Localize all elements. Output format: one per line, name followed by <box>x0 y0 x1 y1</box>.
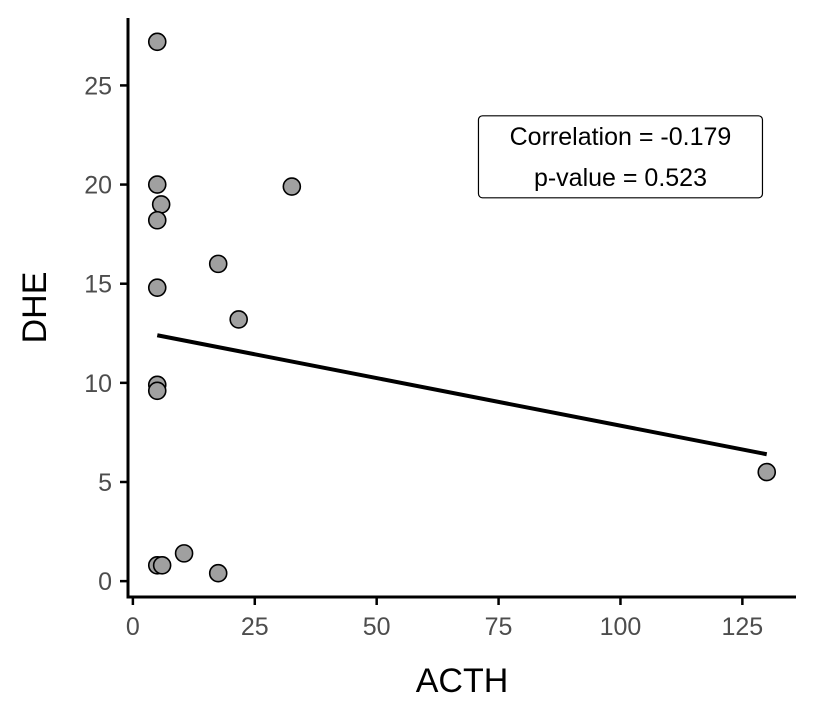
correlation-annotation: Correlation = -0.179 p-value = 0.523 <box>477 115 764 199</box>
data-point-6 <box>147 381 167 401</box>
y-axis-title: DHE <box>16 272 54 344</box>
data-point-1 <box>147 175 167 194</box>
regression-line <box>156 333 768 457</box>
y-axis-ticks: 0 5 10 15 20 25 <box>84 72 128 596</box>
y-tick-label-4: 20 <box>84 172 112 200</box>
data-point-9 <box>174 544 194 563</box>
data-point-3 <box>147 210 167 230</box>
x-tick-label-1: 25 <box>241 613 269 641</box>
points-layer <box>147 32 777 583</box>
data-point-10 <box>208 563 228 583</box>
data-point-13 <box>282 177 302 196</box>
x-axis-title: ACTH <box>416 662 509 700</box>
y-tick-label-0: 0 <box>98 568 112 596</box>
x-tick-label-0: 0 <box>126 613 140 641</box>
x-axis-ticks: 0 25 50 75 100 125 <box>126 597 763 641</box>
x-tick-label-4: 100 <box>600 613 642 641</box>
y-tick-label-1: 5 <box>98 469 112 497</box>
data-point-4 <box>147 278 167 297</box>
annotation-box <box>477 115 764 199</box>
data-point-2 <box>151 195 171 214</box>
data-point-12 <box>229 310 248 329</box>
x-tick-label-2: 50 <box>363 613 391 641</box>
annotation-pvalue: p-value = 0.523 <box>534 164 707 192</box>
y-tick-label-3: 15 <box>84 271 112 299</box>
y-tick-label-5: 25 <box>84 72 112 100</box>
annotation-correlation: Correlation = -0.179 <box>510 123 732 151</box>
data-point-14 <box>757 462 777 482</box>
y-tick-label-2: 10 <box>84 370 112 398</box>
data-point-11 <box>208 254 228 274</box>
data-point-0 <box>147 32 167 52</box>
x-tick-label-5: 125 <box>722 613 764 641</box>
x-tick-label-3: 75 <box>485 613 513 641</box>
data-point-8 <box>152 555 172 575</box>
fit-line-layer <box>156 333 768 457</box>
